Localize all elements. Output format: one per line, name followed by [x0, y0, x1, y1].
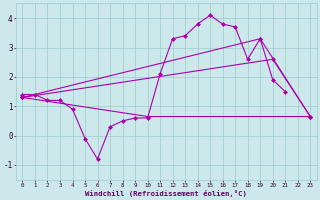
X-axis label: Windchill (Refroidissement éolien,°C): Windchill (Refroidissement éolien,°C) — [85, 190, 247, 197]
